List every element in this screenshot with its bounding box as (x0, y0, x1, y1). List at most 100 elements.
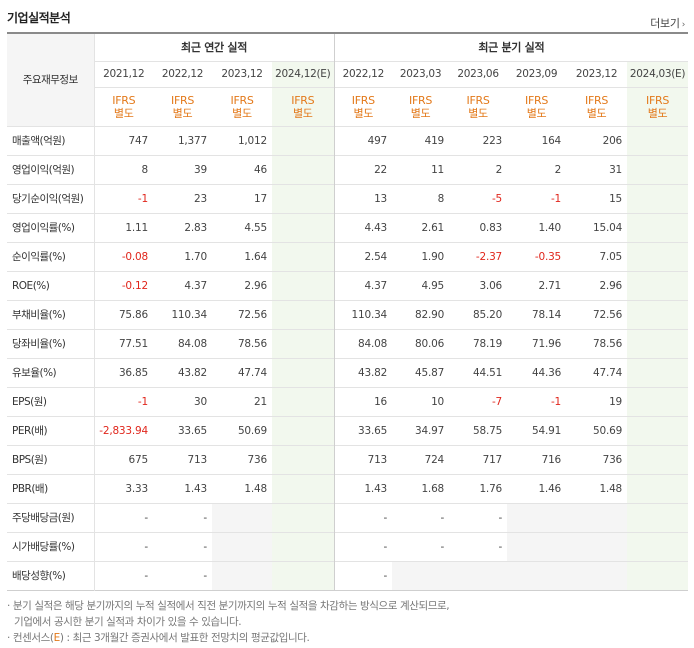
table-row: 부채비율(%) 75.86 110.34 72.56 110.34 82.90 85.20 7… (7, 299, 689, 329)
data-cell: 44.51 (449, 357, 508, 387)
data-cell: 36.85 (94, 357, 153, 387)
data-cell (449, 560, 508, 590)
data-cell: 72.56 (566, 299, 628, 329)
table-row: 매출액(억원) 747 1,377 1,012 497 419 223 164 206 (7, 125, 689, 155)
data-cell (566, 560, 628, 590)
ifrs-label: IFRS 별도 (212, 86, 272, 126)
ifrs-label: IFRS 별도 (449, 86, 508, 126)
data-cell (272, 386, 335, 416)
corner-header: 주요재무정보 (7, 32, 95, 126)
data-cell (212, 502, 272, 532)
data-cell (272, 444, 335, 474)
ifrs-line: IFRS (585, 93, 609, 107)
data-cell: - (94, 502, 153, 532)
table-row: 당좌비율(%) 77.51 84.08 78.56 84.08 80.06 78.19 71.… (7, 328, 689, 358)
data-cell (627, 270, 689, 300)
data-cell: - (334, 531, 393, 561)
row-label: PER(배) (7, 415, 95, 445)
data-cell: 15.04 (566, 212, 628, 242)
ifrs-line: IFRS (646, 93, 670, 107)
data-cell: - (334, 502, 393, 532)
data-cell: - (449, 502, 508, 532)
data-cell: - (392, 531, 450, 561)
data-cell: 78.56 (566, 328, 628, 358)
data-cell: -1 (94, 183, 153, 213)
period-header: 2022,12 (334, 60, 393, 87)
row-label: 영업이익률(%) (7, 212, 95, 242)
data-cell: 2.54 (334, 241, 393, 271)
ifrs-label: IFRS 별도 (392, 86, 450, 126)
data-cell: 47.74 (566, 357, 628, 387)
data-cell: 1.64 (212, 241, 272, 271)
data-cell (627, 386, 689, 416)
more-link[interactable]: 더보기 › (650, 15, 685, 31)
data-cell: 50.69 (212, 415, 272, 445)
data-cell: 43.82 (334, 357, 393, 387)
data-cell: 34.97 (392, 415, 450, 445)
data-cell: 3.06 (449, 270, 508, 300)
data-cell: 717 (449, 444, 508, 474)
data-cell: - (334, 560, 393, 590)
data-cell (272, 531, 335, 561)
data-cell: 47.74 (212, 357, 272, 387)
data-cell: 10 (392, 386, 450, 416)
data-cell: 736 (212, 444, 272, 474)
data-cell (272, 154, 335, 184)
data-cell: 82.90 (392, 299, 450, 329)
data-cell: 39 (153, 154, 212, 184)
data-cell (627, 357, 689, 387)
row-label: 부채비율(%) (7, 299, 95, 329)
data-cell: 8 (392, 183, 450, 213)
data-cell (272, 125, 335, 155)
data-cell: -0.12 (94, 270, 153, 300)
row-label: ROE(%) (7, 270, 95, 300)
data-cell (627, 299, 689, 329)
data-cell: 736 (566, 444, 628, 474)
row-label: 순이익률(%) (7, 241, 95, 271)
data-cell (627, 328, 689, 358)
data-cell: 54.91 (507, 415, 567, 445)
table-row: 배당성향(%) - - - (7, 560, 689, 590)
data-cell: 33.65 (334, 415, 393, 445)
data-cell: 80.06 (392, 328, 450, 358)
data-cell: -1 (94, 386, 153, 416)
data-cell: 15 (566, 183, 628, 213)
period-header: 2024,03(E) (627, 60, 689, 87)
data-cell: 33.65 (153, 415, 212, 445)
period-header: 2023,12 (212, 60, 272, 87)
annual-group-header: 최근 연간 실적 (94, 32, 335, 61)
data-cell: 1.11 (94, 212, 153, 242)
data-cell: -2,833.94 (94, 415, 153, 445)
data-cell (272, 357, 335, 387)
data-cell (212, 560, 272, 590)
ifrs-line: IFRS (466, 93, 490, 107)
footnote-2: · 컨센서스(E) : 최근 3개월간 증권사에서 발표한 전망치의 평균값입니… (7, 632, 310, 644)
footnotes: · 분기 실적은 해당 분기까지의 누적 실적에서 직전 분기까지의 누적 실적… (7, 598, 450, 646)
data-cell: 1.40 (507, 212, 567, 242)
data-cell (566, 531, 628, 561)
ifrs-label: IFRS 별도 (507, 86, 567, 126)
data-cell: - (392, 502, 450, 532)
data-cell (272, 241, 335, 271)
data-cell (627, 183, 689, 213)
data-cell: 1.43 (334, 473, 393, 503)
data-cell: 30 (153, 386, 212, 416)
data-cell: 77.51 (94, 328, 153, 358)
data-cell: 58.75 (449, 415, 508, 445)
footnote-1-cont: 기업에서 공시한 분기 실적과 차이가 있을 수 있습니다. (14, 616, 242, 628)
data-cell: 44.36 (507, 357, 567, 387)
data-cell: 4.43 (334, 212, 393, 242)
data-cell: 2.83 (153, 212, 212, 242)
period-header: 2023,09 (507, 60, 567, 87)
data-cell: 1.90 (392, 241, 450, 271)
data-cell: 4.37 (153, 270, 212, 300)
ifrs-label: IFRS 별도 (272, 86, 335, 126)
separate-line: 별도 (353, 106, 374, 120)
data-cell: 4.37 (334, 270, 393, 300)
data-cell: 13 (334, 183, 393, 213)
ifrs-line: IFRS (230, 93, 254, 107)
period-header: 2022,12 (153, 60, 212, 87)
data-cell (627, 241, 689, 271)
data-cell: 8 (94, 154, 153, 184)
separate-line: 별도 (172, 106, 193, 120)
